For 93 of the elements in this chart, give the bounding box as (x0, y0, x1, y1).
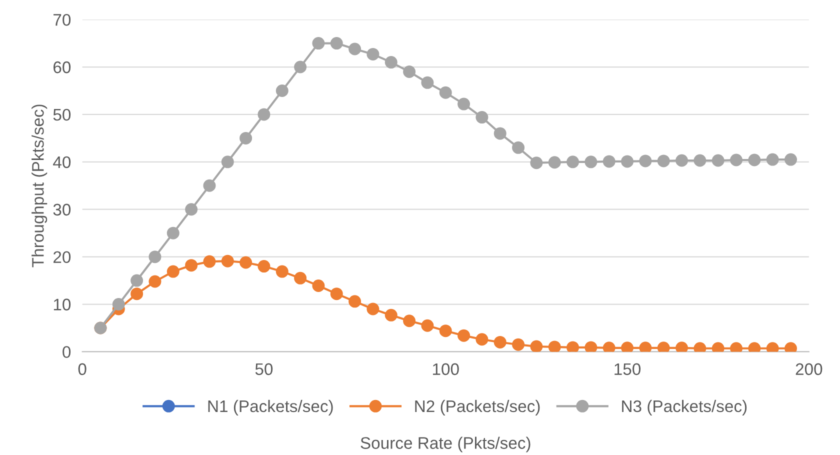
point (130, 288, 144, 300)
point (366, 302, 380, 316)
point (330, 288, 343, 300)
point (312, 280, 325, 292)
point (258, 108, 270, 121)
point (476, 333, 488, 346)
point (185, 203, 198, 216)
point (221, 156, 234, 168)
point (166, 226, 180, 240)
point (621, 155, 634, 168)
point (403, 314, 416, 328)
point (748, 342, 761, 352)
point (348, 295, 362, 308)
y-tick-label: 30 (53, 204, 71, 216)
point (748, 154, 761, 166)
x-tick-label: 200 (796, 363, 822, 376)
point (730, 342, 743, 352)
point (148, 250, 162, 264)
point (602, 155, 616, 168)
point (258, 260, 270, 273)
point (240, 256, 252, 269)
point (221, 254, 234, 268)
point (384, 308, 398, 322)
x-tick-label: 50 (255, 363, 273, 376)
point (657, 154, 670, 168)
point (584, 156, 598, 168)
point (112, 298, 125, 311)
point (421, 319, 434, 332)
y-tick-label: 70 (54, 14, 71, 26)
point (240, 132, 252, 144)
point (276, 265, 288, 278)
point (566, 156, 580, 168)
point (203, 179, 216, 192)
point (512, 141, 525, 154)
point (166, 265, 180, 278)
point (548, 156, 561, 169)
y-axis-title: Throughput (Pkts/sec) (32, 104, 48, 268)
point (294, 272, 307, 284)
point (784, 342, 798, 352)
point (566, 341, 580, 352)
point (676, 154, 688, 167)
point (494, 336, 506, 348)
point (330, 37, 343, 50)
point (694, 154, 706, 167)
y-tick-label: 20 (54, 251, 71, 264)
point (512, 338, 525, 351)
point (185, 259, 198, 272)
point (384, 56, 398, 69)
point (312, 37, 325, 50)
point (366, 48, 380, 60)
point (766, 153, 779, 166)
point (548, 340, 561, 352)
point (766, 342, 779, 352)
point (130, 274, 144, 287)
point (621, 342, 634, 352)
point (476, 111, 488, 124)
point (439, 324, 452, 338)
x-axis-title: Source Rate (Pkts/sec) (360, 436, 530, 452)
point (458, 98, 470, 110)
point (694, 342, 706, 352)
point (730, 154, 743, 166)
point (602, 342, 616, 352)
point (784, 153, 798, 166)
legend-label: N3 (Packets/sec) (622, 400, 747, 416)
point (458, 329, 470, 342)
point (148, 275, 162, 288)
point (294, 60, 307, 74)
y-tick-label: 50 (53, 108, 71, 121)
point (584, 341, 598, 352)
y-tick-label: 40 (53, 156, 71, 168)
x-tick-label: 150 (614, 363, 641, 376)
y-tick-label: 0 (62, 346, 71, 358)
point (439, 86, 452, 99)
point (639, 154, 652, 168)
y-tick-label: 60 (54, 61, 71, 74)
x-tick-label: 0 (78, 363, 86, 376)
point (403, 66, 416, 78)
point (421, 76, 434, 89)
point (712, 154, 724, 167)
point (348, 42, 362, 56)
point (676, 342, 688, 352)
y-tick-label: 10 (54, 298, 71, 310)
point (530, 156, 543, 170)
point (203, 255, 216, 268)
legend-label: N2 (Packets/sec) (415, 400, 540, 416)
point (657, 342, 670, 352)
point (276, 84, 288, 97)
x-tick-label: 100 (432, 363, 459, 376)
point (494, 127, 506, 140)
legend-label: N1 (Packets/sec) (208, 400, 333, 416)
point (712, 342, 724, 352)
point (530, 340, 543, 352)
point (639, 342, 652, 352)
